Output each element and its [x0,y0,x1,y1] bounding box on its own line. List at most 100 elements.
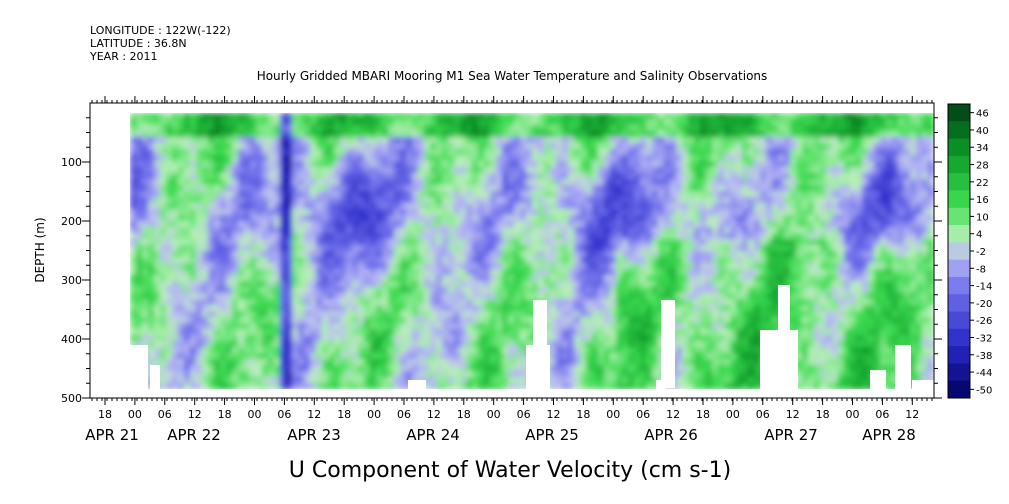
heatmap-cell [736,143,743,150]
heatmap-cell [640,377,647,384]
heatmap-cell [610,161,617,168]
heatmap-cell [136,317,143,324]
heatmap-cell [172,293,179,300]
heatmap-cell [358,113,365,120]
heatmap-cell [694,293,701,300]
heatmap-cell [394,137,401,144]
heatmap-cell [256,329,263,336]
heatmap-cell [526,221,533,228]
heatmap-cell [148,323,155,330]
heatmap-cell [400,269,407,276]
heatmap-cell [754,287,761,294]
heatmap-cell [586,149,593,156]
heatmap-cell [676,137,683,144]
heatmap-cell [478,239,485,246]
heatmap-cell [730,221,737,228]
heatmap-cell [334,233,341,240]
heatmap-cell [346,317,353,324]
heatmap-cell [496,233,503,240]
heatmap-cell [754,239,761,246]
heatmap-cell [190,365,197,372]
heatmap-cell [532,281,539,288]
heatmap-cell [508,335,515,342]
heatmap-cell [712,227,719,234]
heatmap-cell [220,221,227,228]
heatmap-cell [520,365,527,372]
heatmap-cell [316,239,323,246]
heatmap-cell [574,221,581,228]
heatmap-cell [628,359,635,366]
heatmap-cell [316,365,323,372]
heatmap-cell [580,233,587,240]
heatmap-cell [778,257,785,264]
heatmap-cell [226,143,233,150]
heatmap-cell [304,329,311,336]
heatmap-cell [652,305,659,312]
heatmap-cell [472,329,479,336]
heatmap-cell [292,125,299,132]
heatmap-cell [322,329,329,336]
heatmap-cell [190,191,197,198]
heatmap-cell [154,143,161,150]
heatmap-cell [700,179,707,186]
heatmap-cell [634,287,641,294]
heatmap-cell [202,281,209,288]
heatmap-cell [400,245,407,252]
heatmap-cell [604,155,611,162]
heatmap-cell [616,131,623,138]
heatmap-cell [220,245,227,252]
heatmap-cell [664,155,671,162]
heatmap-cell [412,125,419,132]
heatmap-cell [346,275,353,282]
heatmap-cell [664,197,671,204]
heatmap-cell [148,335,155,342]
heatmap-cell [772,119,779,126]
heatmap-cell [424,149,431,156]
heatmap-cell [772,167,779,174]
heatmap-cell [748,143,755,150]
heatmap-cell [616,209,623,216]
heatmap-cell [376,113,383,120]
heatmap-cell [562,215,569,222]
heatmap-cell [232,221,239,228]
heatmap-cell [196,275,203,282]
heatmap-cell [622,287,629,294]
heatmap-cell [214,233,221,240]
heatmap-cell [346,227,353,234]
heatmap-cell [754,323,761,330]
heatmap-cell [190,269,197,276]
heatmap-cell [418,143,425,150]
heatmap-cell [394,161,401,168]
heatmap-cell [634,167,641,174]
heatmap-cell [454,143,461,150]
heatmap-cell [154,275,161,282]
heatmap-cell [748,227,755,234]
heatmap-cell [226,311,233,318]
heatmap-cell [724,155,731,162]
heatmap-cell [502,179,509,186]
heatmap-cell [436,131,443,138]
heatmap-cell [202,173,209,180]
heatmap-cell [340,167,347,174]
heatmap-cell [490,125,497,132]
heatmap-cell [268,209,275,216]
heatmap-cell [658,239,665,246]
heatmap-cell [598,209,605,216]
heatmap-cell [724,311,731,318]
heatmap-cell [172,353,179,360]
heatmap-cell [718,191,725,198]
heatmap-cell [166,161,173,168]
heatmap-cell [346,113,353,120]
heatmap-cell [358,155,365,162]
heatmap-cell [358,371,365,378]
heatmap-cell [160,353,167,360]
heatmap-cell [178,173,185,180]
heatmap-cell [538,167,545,174]
heatmap-cell [748,209,755,216]
heatmap-cell [520,197,527,204]
heatmap-cell [364,305,371,312]
heatmap-cell [616,119,623,126]
heatmap-cell [214,221,221,228]
heatmap-cell [418,131,425,138]
heatmap-cell [562,299,569,306]
